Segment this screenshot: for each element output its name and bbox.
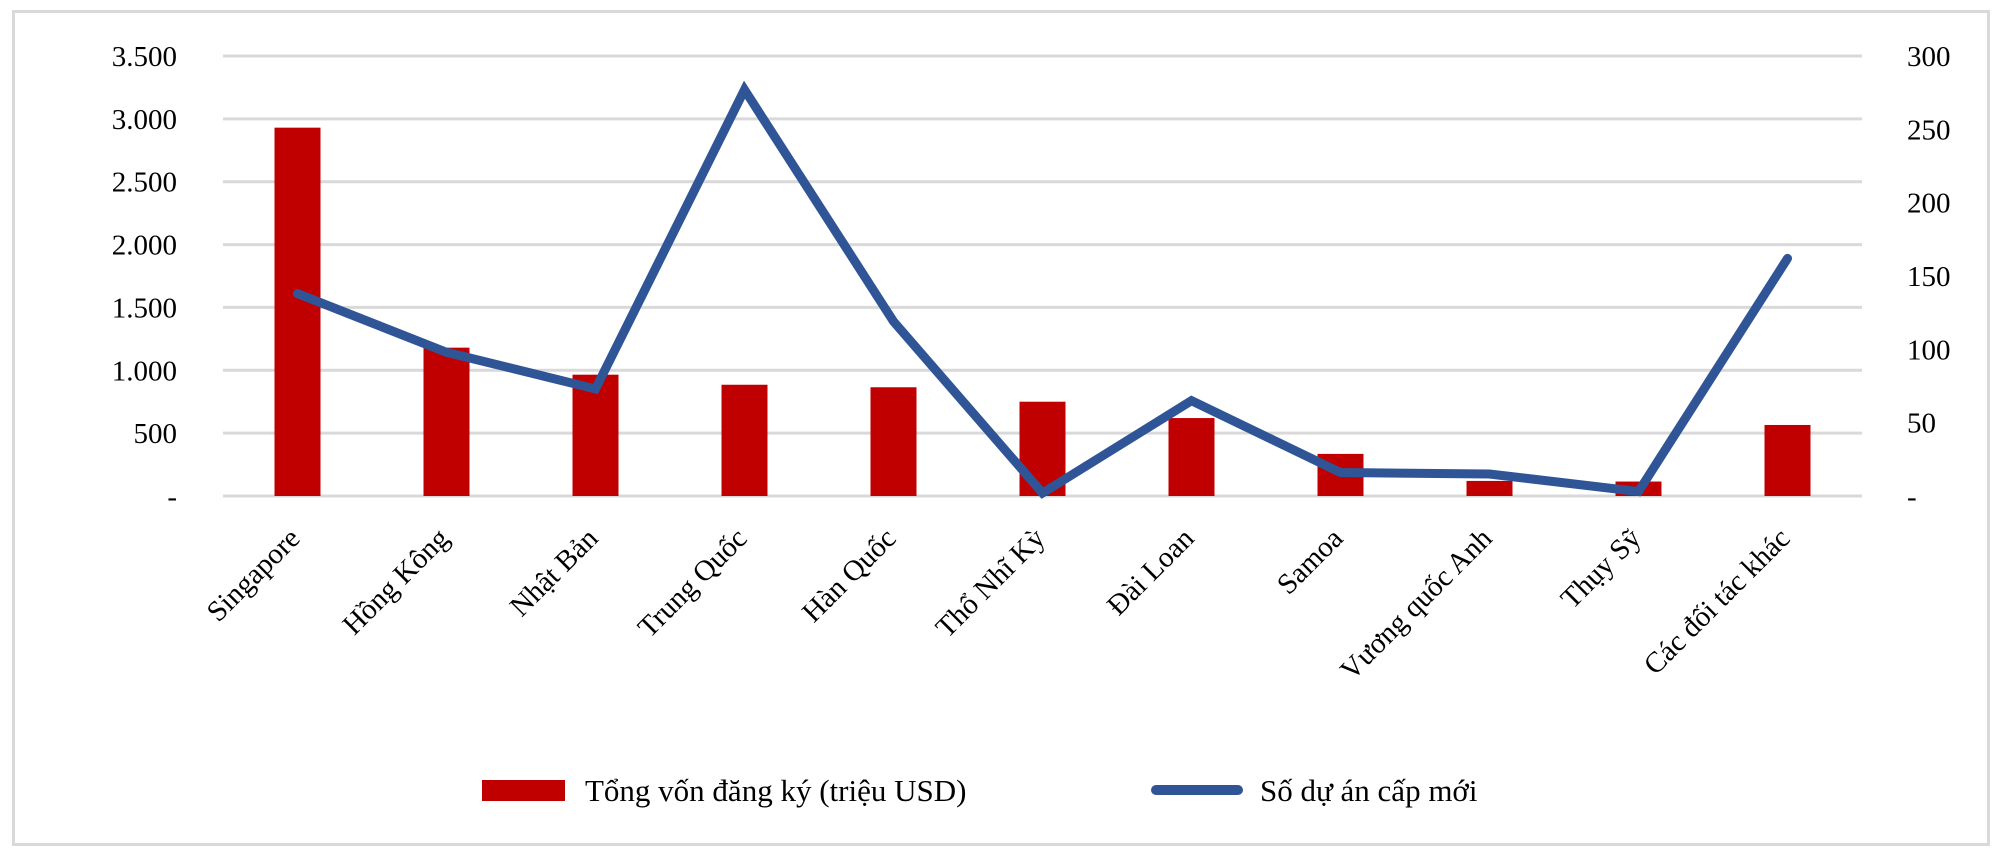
category-label: Thổ Nhĩ Kỳ <box>930 522 1052 644</box>
bar-10 <box>1764 424 1811 496</box>
left-axis-tick: 3.000 <box>112 104 177 136</box>
left-axis-tick: 500 <box>134 418 178 450</box>
category-label: Hồng Kông <box>337 522 456 641</box>
right-axis-tick: 50 <box>1907 408 1936 440</box>
category-label: Hàn Quốc <box>796 522 902 628</box>
right-axis-tick: 300 <box>1907 41 1951 73</box>
category-label: Đài Loan <box>1101 522 1201 622</box>
category-label: Samoa <box>1271 522 1350 601</box>
right-axis-tick: 200 <box>1907 188 1951 220</box>
legend-swatch-bar <box>482 780 565 801</box>
right-axis-tick: 150 <box>1907 261 1951 293</box>
category-label: Vương quốc Anh <box>1334 522 1499 687</box>
category-label: Singapore <box>201 522 307 628</box>
category-label: Các đối tác khác <box>1638 522 1797 681</box>
bar-2 <box>572 374 619 496</box>
right-axis-tick: 250 <box>1907 114 1951 146</box>
left-axis-tick: 2.000 <box>112 230 177 262</box>
category-label: Thụy Sỹ <box>1555 522 1648 615</box>
bar-0 <box>274 127 321 497</box>
right-axis-tick: - <box>1907 481 1917 513</box>
chart-frame <box>12 10 1990 846</box>
bar-1 <box>423 347 470 496</box>
bar-6 <box>1168 418 1215 496</box>
legend-label-line: Số dự án cấp mới <box>1260 773 1478 808</box>
left-axis-tick: 2.500 <box>112 167 177 199</box>
bar-8 <box>1466 480 1513 496</box>
left-axis-tick: 3.500 <box>112 41 177 73</box>
legend-label-bar: Tổng vốn đăng ký (triệu USD) <box>585 773 966 808</box>
category-label: Nhật Bản <box>504 522 605 623</box>
left-axis-tick: - <box>167 481 177 513</box>
bar-4 <box>870 387 917 496</box>
bar-3 <box>721 384 768 496</box>
right-axis-tick: 100 <box>1907 334 1951 366</box>
left-axis-tick: 1.500 <box>112 292 177 324</box>
left-axis-tick: 1.000 <box>112 355 177 387</box>
category-label: Trung Quốc <box>632 522 754 644</box>
